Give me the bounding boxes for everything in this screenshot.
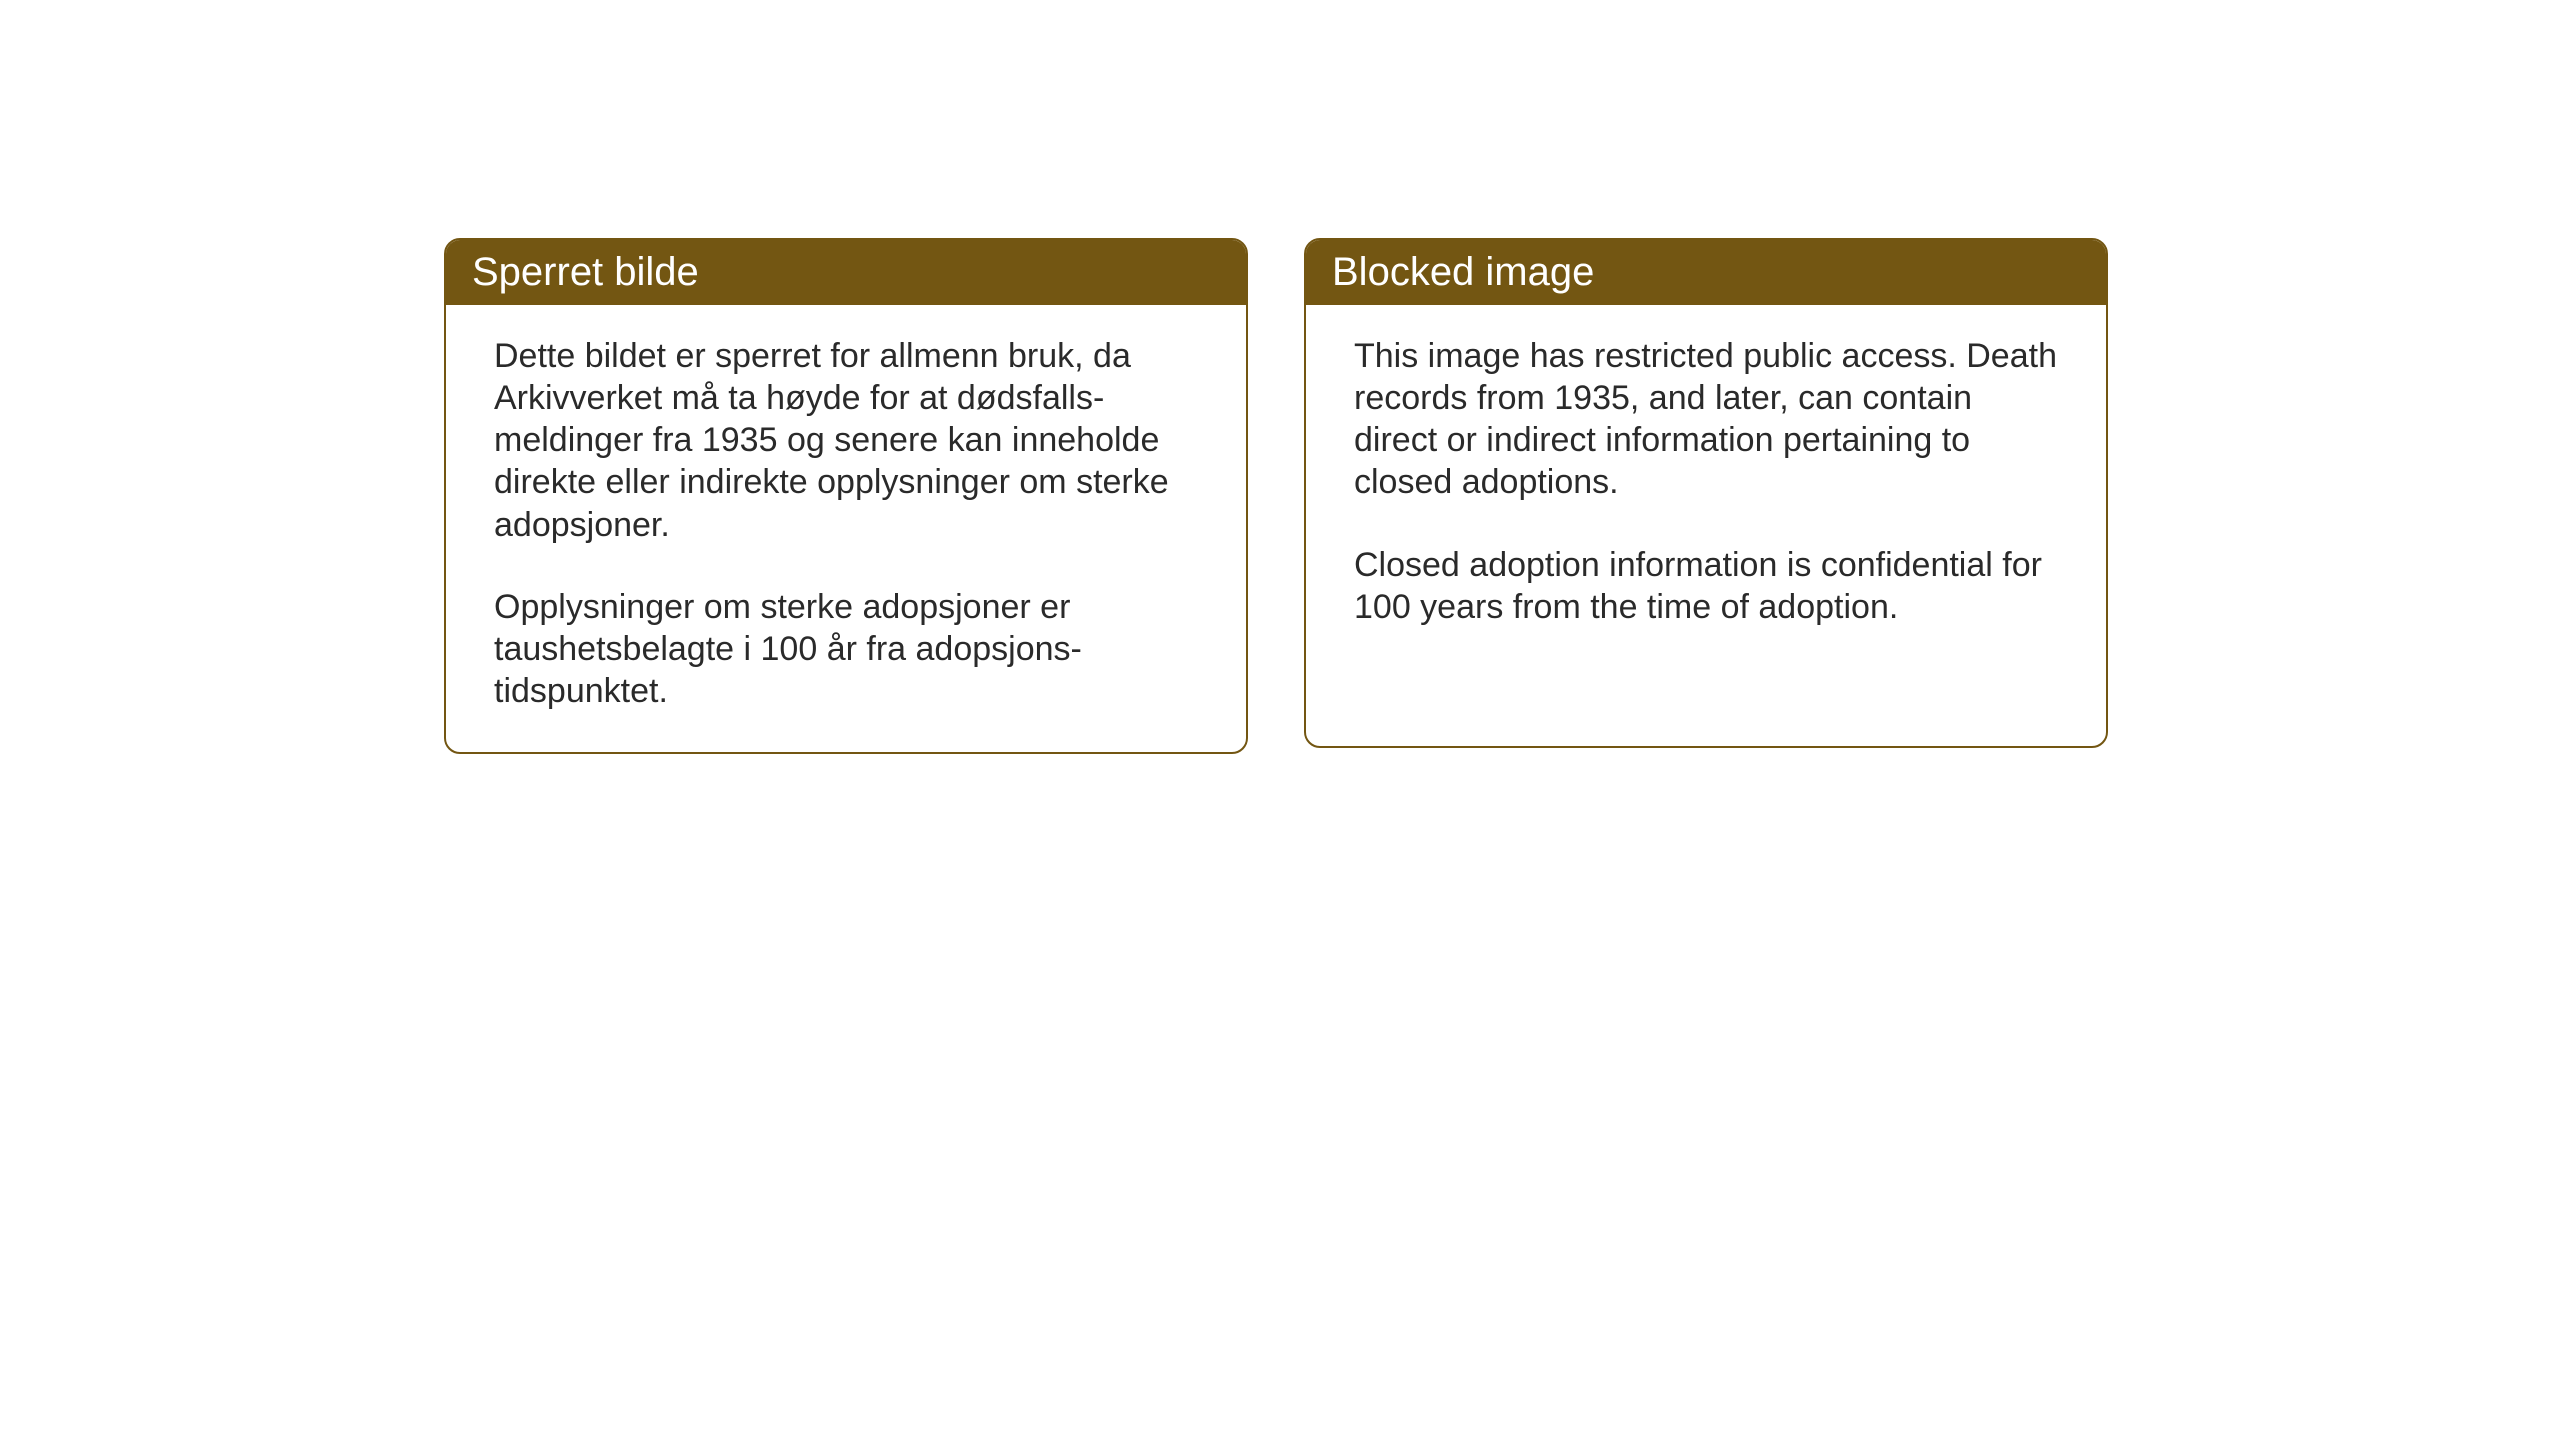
notice-container: Sperret bilde Dette bildet er sperret fo… [0,0,2560,754]
paragraph-1-english: This image has restricted public access.… [1354,335,2058,504]
paragraph-2-norwegian: Opplysninger om sterke adopsjoner er tau… [494,586,1198,712]
paragraph-2-english: Closed adoption information is confident… [1354,544,2058,628]
card-body-english: This image has restricted public access.… [1306,305,2106,668]
card-header-english: Blocked image [1306,240,2106,305]
card-title-english: Blocked image [1332,250,1594,294]
notice-card-english: Blocked image This image has restricted … [1304,238,2108,748]
card-header-norwegian: Sperret bilde [446,240,1246,305]
card-title-norwegian: Sperret bilde [472,250,699,294]
notice-card-norwegian: Sperret bilde Dette bildet er sperret fo… [444,238,1248,754]
paragraph-1-norwegian: Dette bildet er sperret for allmenn bruk… [494,335,1198,546]
card-body-norwegian: Dette bildet er sperret for allmenn bruk… [446,305,1246,752]
